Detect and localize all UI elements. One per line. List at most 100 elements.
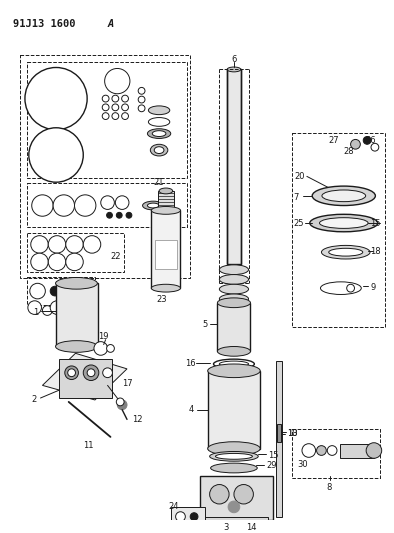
- Text: 91J13 1600: 91J13 1600: [13, 19, 76, 29]
- Text: 15: 15: [370, 219, 381, 228]
- Circle shape: [48, 253, 66, 271]
- Text: 27: 27: [328, 135, 339, 144]
- Ellipse shape: [219, 361, 249, 367]
- Ellipse shape: [329, 248, 363, 256]
- Circle shape: [101, 196, 114, 209]
- Ellipse shape: [227, 67, 241, 72]
- Text: 21: 21: [153, 179, 164, 187]
- Bar: [292, 429, 380, 478]
- Bar: [20, 55, 190, 278]
- Circle shape: [234, 484, 253, 504]
- Text: 15: 15: [268, 450, 279, 459]
- Circle shape: [176, 512, 185, 521]
- Circle shape: [50, 286, 60, 296]
- Text: 17: 17: [122, 378, 133, 387]
- Text: 25: 25: [293, 219, 304, 228]
- Ellipse shape: [214, 359, 255, 369]
- Ellipse shape: [56, 341, 97, 352]
- Circle shape: [103, 368, 112, 377]
- Circle shape: [68, 369, 76, 377]
- Text: 18: 18: [370, 247, 381, 256]
- Ellipse shape: [151, 206, 180, 214]
- Ellipse shape: [151, 144, 168, 156]
- Circle shape: [25, 68, 87, 130]
- Circle shape: [53, 195, 74, 216]
- Circle shape: [138, 87, 145, 94]
- Circle shape: [115, 196, 129, 209]
- Text: 23: 23: [156, 295, 167, 304]
- Text: 22: 22: [110, 252, 121, 261]
- Text: 14: 14: [247, 523, 257, 532]
- Text: 19: 19: [98, 332, 108, 341]
- Text: 7: 7: [293, 193, 299, 202]
- Text: 13: 13: [287, 429, 298, 438]
- Text: 2: 2: [32, 395, 37, 404]
- Circle shape: [102, 104, 109, 111]
- Ellipse shape: [154, 147, 164, 154]
- Text: 24: 24: [169, 502, 179, 511]
- Text: 26: 26: [365, 135, 376, 144]
- Ellipse shape: [147, 129, 171, 139]
- Circle shape: [138, 105, 145, 112]
- Circle shape: [83, 365, 99, 381]
- Circle shape: [138, 96, 145, 103]
- Bar: [292, 133, 385, 327]
- Circle shape: [112, 95, 119, 102]
- Ellipse shape: [320, 282, 361, 295]
- Circle shape: [363, 136, 371, 144]
- Ellipse shape: [312, 186, 375, 206]
- Circle shape: [32, 195, 53, 216]
- Circle shape: [122, 112, 128, 119]
- Ellipse shape: [219, 265, 249, 274]
- Bar: [340, 443, 374, 458]
- Bar: [171, 507, 205, 526]
- Ellipse shape: [217, 346, 251, 356]
- Circle shape: [116, 398, 124, 406]
- Ellipse shape: [149, 106, 170, 115]
- Bar: [277, 424, 281, 442]
- Circle shape: [190, 513, 198, 521]
- Bar: [56, 284, 98, 346]
- Circle shape: [66, 236, 83, 253]
- Circle shape: [102, 112, 109, 119]
- Circle shape: [28, 301, 41, 314]
- Text: 6: 6: [231, 55, 237, 64]
- Circle shape: [107, 344, 114, 352]
- Bar: [27, 233, 124, 272]
- Bar: [227, 69, 241, 264]
- Circle shape: [43, 305, 52, 316]
- Circle shape: [31, 236, 48, 253]
- Circle shape: [112, 104, 119, 111]
- Ellipse shape: [219, 274, 249, 284]
- Circle shape: [117, 400, 127, 410]
- Text: 30: 30: [297, 460, 308, 469]
- Circle shape: [30, 284, 45, 299]
- Ellipse shape: [211, 463, 257, 473]
- Ellipse shape: [210, 451, 258, 461]
- Circle shape: [126, 212, 132, 218]
- Ellipse shape: [217, 298, 251, 308]
- Bar: [27, 183, 187, 227]
- Bar: [208, 371, 260, 449]
- Circle shape: [105, 68, 130, 94]
- Bar: [27, 62, 187, 179]
- Circle shape: [65, 366, 78, 379]
- Ellipse shape: [208, 364, 260, 377]
- Circle shape: [74, 195, 96, 216]
- Bar: [276, 361, 282, 516]
- Ellipse shape: [219, 284, 249, 294]
- Text: 1: 1: [33, 308, 38, 317]
- Bar: [205, 516, 268, 524]
- Circle shape: [116, 212, 122, 218]
- Text: 10: 10: [287, 429, 298, 438]
- Text: 11: 11: [83, 441, 94, 450]
- Circle shape: [228, 501, 240, 513]
- Bar: [200, 476, 273, 520]
- Circle shape: [366, 443, 382, 458]
- Ellipse shape: [320, 217, 368, 228]
- Circle shape: [122, 95, 128, 102]
- Circle shape: [112, 112, 119, 119]
- Ellipse shape: [143, 201, 164, 210]
- Ellipse shape: [219, 294, 249, 304]
- Ellipse shape: [159, 188, 173, 194]
